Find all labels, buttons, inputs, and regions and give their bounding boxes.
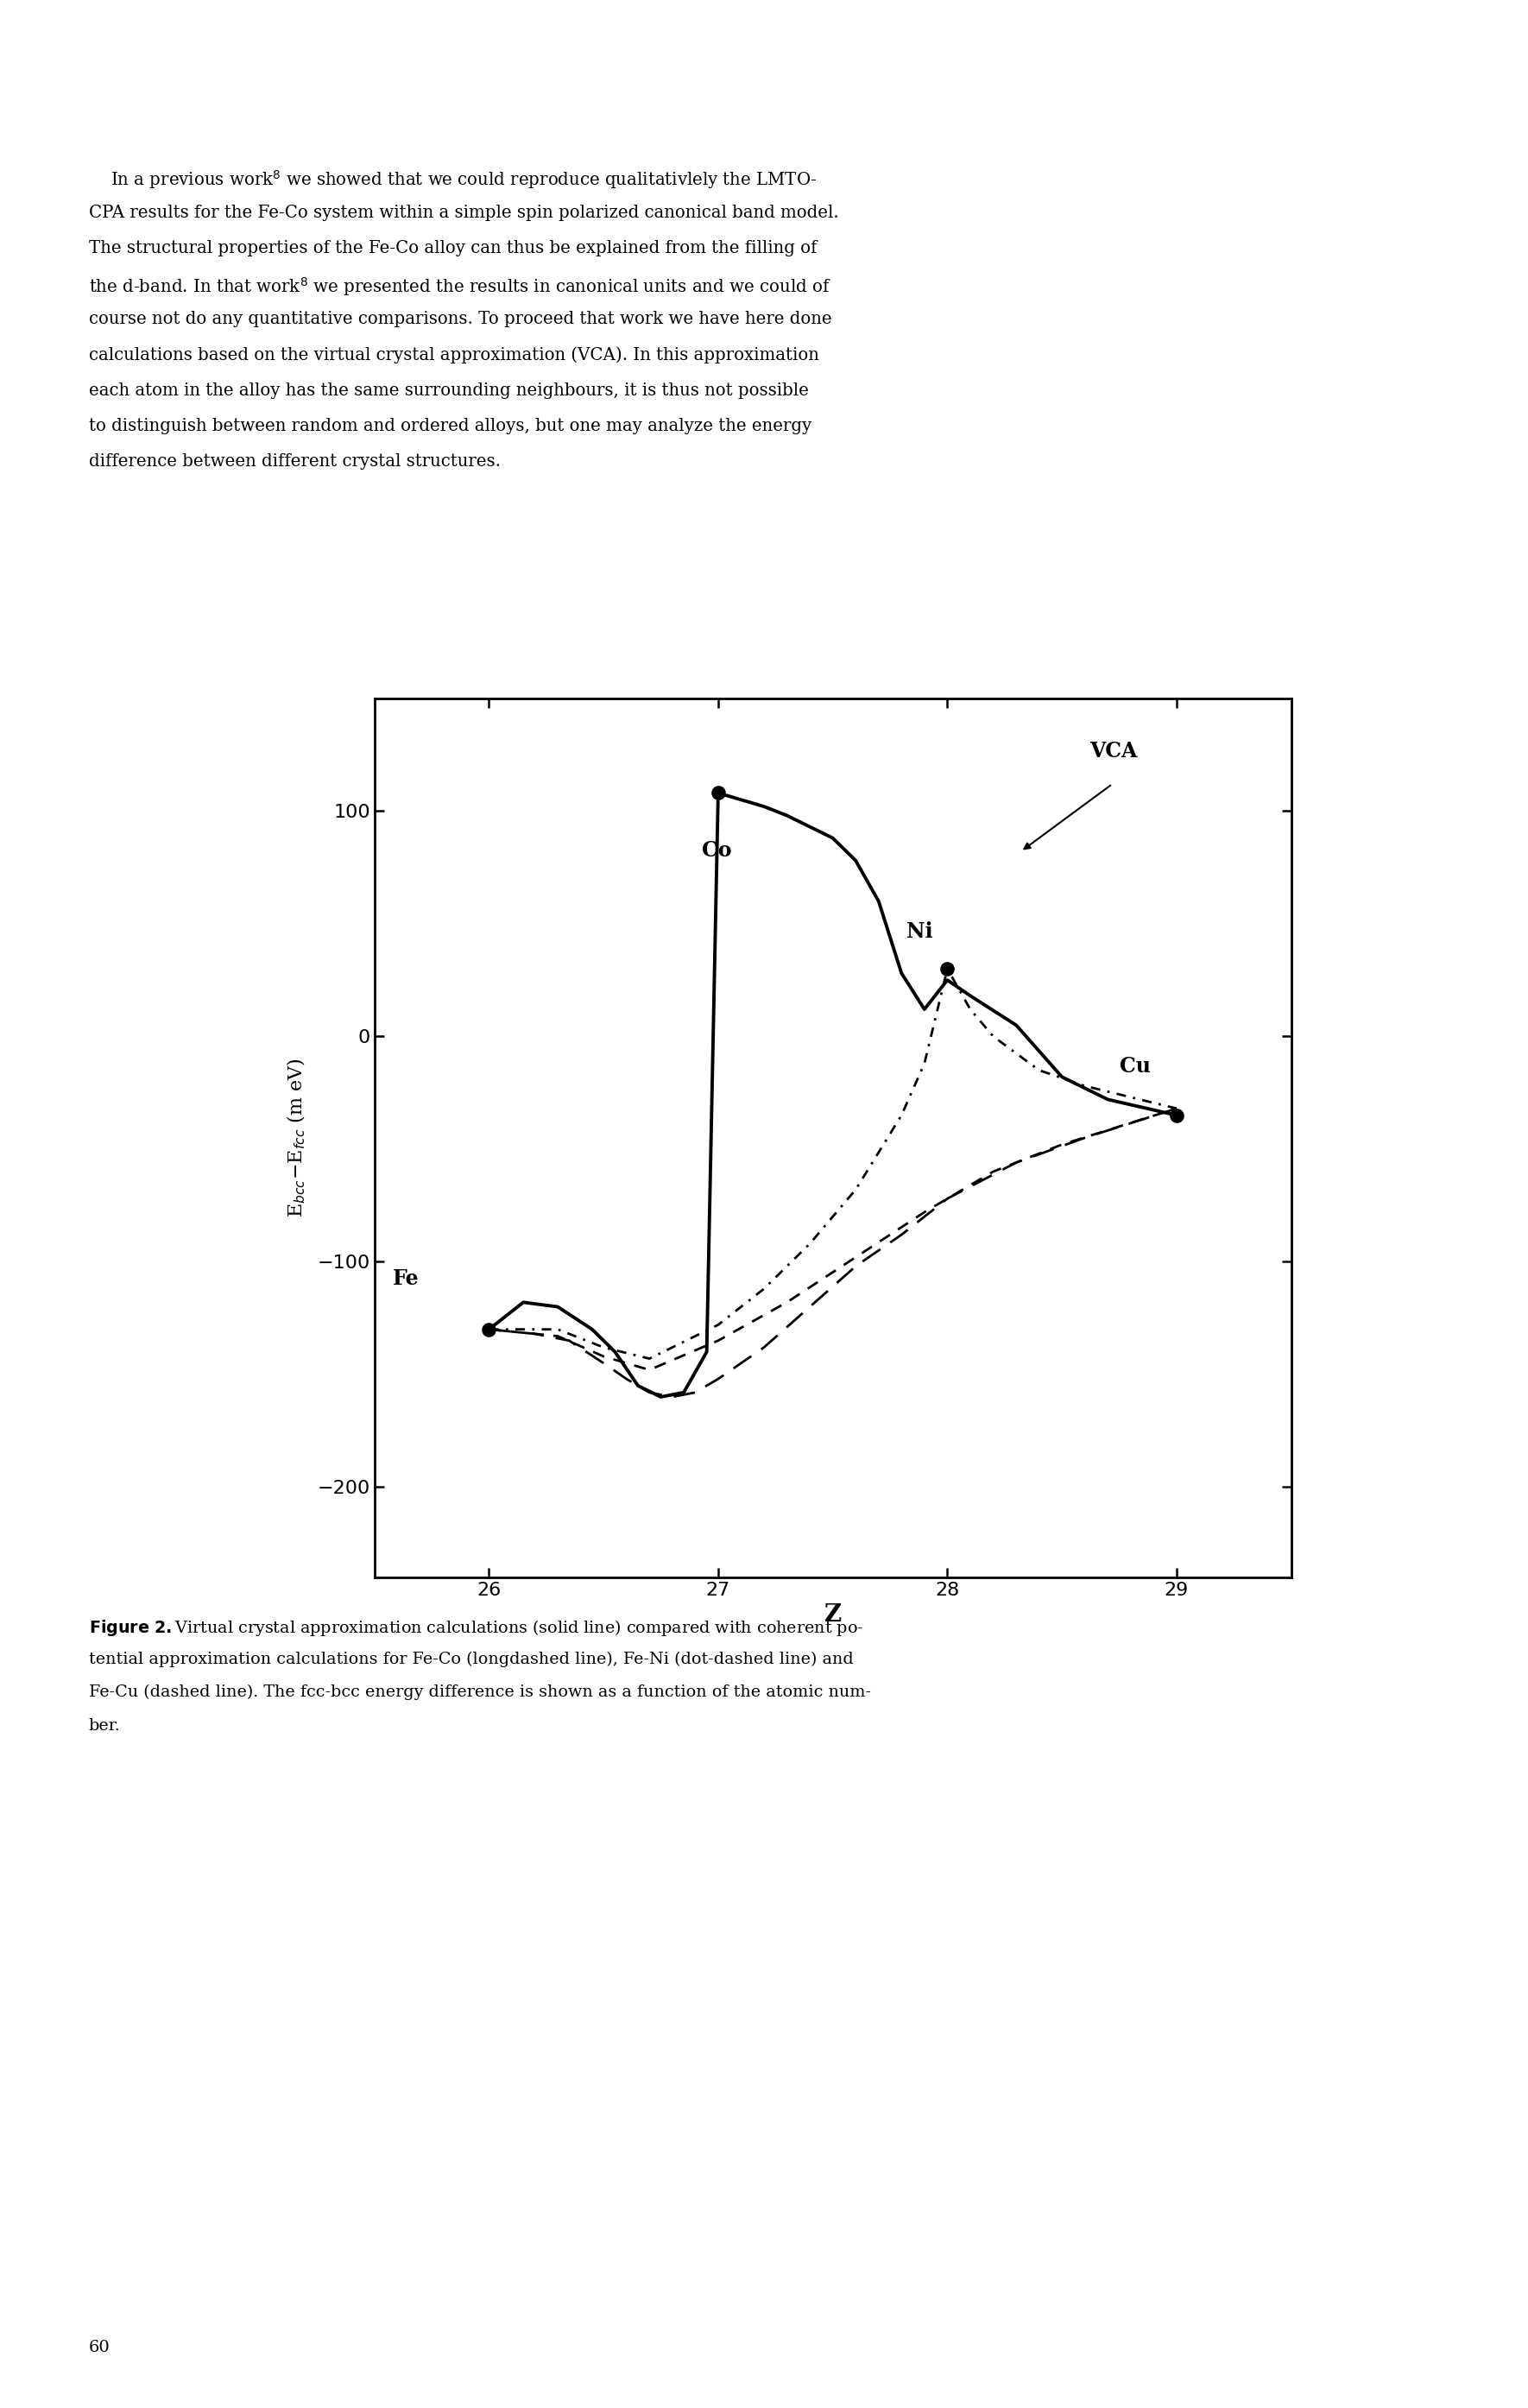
Text: Fe: Fe — [393, 1269, 419, 1288]
Text: 60: 60 — [89, 2341, 110, 2355]
Point — [477, 1310, 501, 1348]
Text: the d-band. In that work$^{8}$ we presented the results in canonical units and w: the d-band. In that work$^{8}$ we presen… — [89, 275, 831, 299]
Text: tential approximation calculations for Fe-Co (longdashed line), Fe-Ni (dot-dashe: tential approximation calculations for F… — [89, 1652, 853, 1666]
Text: calculations based on the virtual crystal approximation (VCA). In this approxima: calculations based on the virtual crysta… — [89, 347, 819, 364]
Text: each atom in the alloy has the same surrounding neighbours, it is thus not possi: each atom in the alloy has the same surr… — [89, 383, 808, 400]
Point — [706, 773, 730, 811]
Text: Co: Co — [701, 840, 732, 860]
Point — [935, 949, 960, 987]
Text: Ni: Ni — [906, 920, 932, 942]
Text: course not do any quantitative comparisons. To proceed that work we have here do: course not do any quantitative compariso… — [89, 311, 831, 327]
X-axis label: Z: Z — [824, 1604, 842, 1628]
Text: Cu: Cu — [1118, 1057, 1151, 1076]
Point — [1164, 1096, 1189, 1134]
Text: ber.: ber. — [89, 1717, 121, 1734]
Text: VCA: VCA — [1089, 742, 1137, 761]
Text: $\mathbf{Figure\ 2.}$Virtual crystal approximation calculations (solid line) com: $\mathbf{Figure\ 2.}$Virtual crystal app… — [89, 1618, 863, 1637]
Text: to distinguish between random and ordered alloys, but one may analyze the energy: to distinguish between random and ordere… — [89, 419, 811, 433]
Text: CPA results for the Fe-Co system within a simple spin polarized canonical band m: CPA results for the Fe-Co system within … — [89, 205, 839, 222]
Text: In a previous work$^{8}$ we showed that we could reproduce qualitativlely the LM: In a previous work$^{8}$ we showed that … — [89, 169, 816, 190]
Text: The structural properties of the Fe-Co alloy can thus be explained from the fill: The structural properties of the Fe-Co a… — [89, 241, 816, 255]
Text: Fe-Cu (dashed line). The fcc-bcc energy difference is shown as a function of the: Fe-Cu (dashed line). The fcc-bcc energy … — [89, 1686, 871, 1700]
Y-axis label: E$_{bcc}$$-$E$_{fcc}$ (m eV): E$_{bcc}$$-$E$_{fcc}$ (m eV) — [286, 1057, 307, 1218]
Text: difference between different crystal structures.: difference between different crystal str… — [89, 453, 500, 470]
